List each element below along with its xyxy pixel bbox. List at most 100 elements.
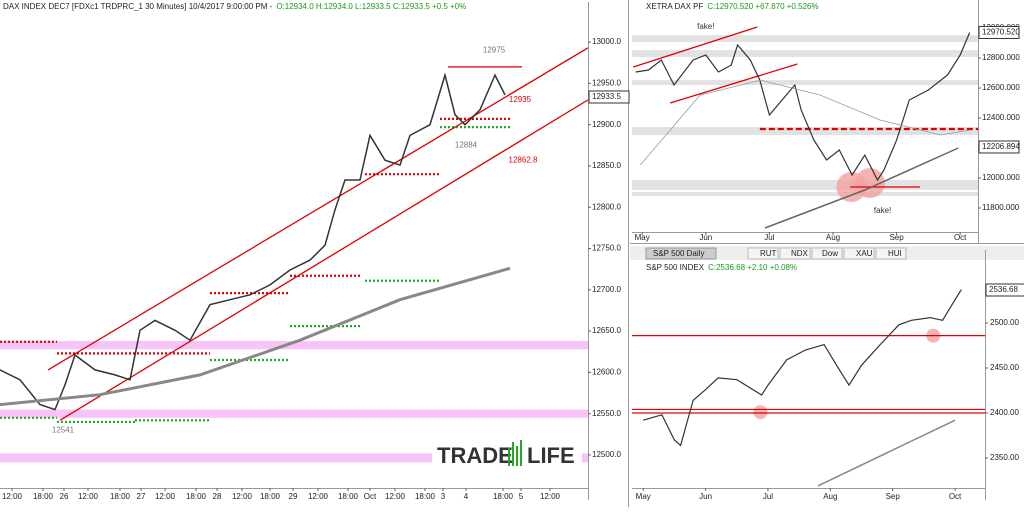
y-tick-label: 12000.000 [982, 173, 1020, 182]
annotation: 12935 [509, 95, 532, 104]
logo-bg [432, 438, 582, 472]
y-tick-label: 12600.0 [592, 367, 621, 376]
tab[interactable] [843, 247, 875, 260]
chart-subtitle: O:12934.0 H:12934.0 L:12933.5 C:12933.5 … [276, 2, 466, 11]
x-tick-label: Aug [823, 492, 837, 501]
annotation: 12862.8 [509, 155, 538, 164]
x-tick-label: 18:00 [186, 492, 207, 501]
y-tick-label: 12700.0 [592, 285, 621, 294]
price-tag-label: 12970.520 [982, 28, 1020, 37]
tab[interactable] [875, 247, 907, 260]
chart-title: XETRA DAX PF [646, 2, 703, 11]
x-tick-label: Oct [954, 233, 967, 242]
x-tick-label: Oct [364, 492, 377, 501]
x-tick-label: 18:00 [415, 492, 436, 501]
annotation: 12975 [483, 45, 506, 54]
logo-icon [516, 446, 518, 466]
x-tick-label: 12:00 [540, 492, 561, 501]
x-tick-label: Sep [886, 492, 901, 501]
price-line [764, 147, 959, 229]
band [632, 50, 978, 57]
x-tick-label: 12:00 [385, 492, 406, 501]
chart-title: DAX INDEX DEC7 [FDXc1 TRDPRC_1 30 Minute… [3, 2, 273, 11]
price-line [635, 32, 971, 182]
y-tick-label: 12750.0 [592, 244, 621, 253]
x-tick-label: 26 [60, 492, 69, 501]
price-tag-label: 12933.5 [592, 92, 621, 101]
price-tag-label: 2536.68 [989, 285, 1018, 294]
y-tick-label: 2350.00 [990, 453, 1019, 462]
x-tick-label: Jun [699, 492, 712, 501]
x-tick-label: Jul [763, 492, 773, 501]
y-tick-label: 12600.000 [982, 83, 1020, 92]
x-tick-label: 12:00 [2, 492, 23, 501]
x-tick-label: May [635, 233, 650, 242]
x-tick-label: 12:00 [155, 492, 176, 501]
y-tick-label: 2450.00 [990, 363, 1019, 372]
y-tick-label: 13000.0 [592, 37, 621, 46]
x-tick-label: 12:00 [308, 492, 329, 501]
logo-text: TRADE [437, 443, 513, 468]
logo-icon [508, 448, 510, 466]
x-tick-label: 29 [289, 492, 298, 501]
chart-subtitle: C:2536.68 +2.10 +0.08% [708, 263, 797, 272]
plot: 12975 12935 12862.8 12884 12541 [0, 45, 588, 463]
y-tick-label: 12550.0 [592, 409, 621, 418]
tab-label[interactable]: NDX [791, 249, 809, 258]
price-line [643, 289, 962, 447]
tab[interactable] [645, 247, 717, 260]
tab-label[interactable]: S&P 500 Daily [653, 249, 704, 258]
price-line [639, 79, 971, 166]
trendline [633, 26, 758, 68]
price-line [0, 72, 506, 411]
y-tick-label: 2500.00 [990, 318, 1019, 327]
tab[interactable] [779, 247, 811, 260]
band [0, 453, 588, 463]
band [632, 35, 978, 42]
y-tick-label: 12500.0 [592, 450, 621, 459]
price-line [817, 419, 956, 487]
y-tick-label: 12400.000 [982, 113, 1020, 122]
price-tag [978, 140, 1020, 154]
logo: TRADE LIFE [432, 438, 582, 472]
tab-label[interactable]: XAU [856, 249, 873, 258]
x-tick-label: 12:00 [78, 492, 99, 501]
price-tag [985, 283, 1024, 297]
x-tick-label: 5 [519, 492, 524, 501]
y-tick-label: 12800.0 [592, 202, 621, 211]
tab-label[interactable]: HUI [888, 249, 902, 258]
y-tick-label: 12850.0 [592, 161, 621, 170]
x-tick-label: 3 [441, 492, 446, 501]
x-tick-label: 18:00 [493, 492, 514, 501]
tab[interactable] [747, 247, 779, 260]
x-tick-label: 18:00 [110, 492, 131, 501]
x-tick-label: 18:00 [260, 492, 281, 501]
x-tick-label: 18:00 [33, 492, 54, 501]
annotation: fake! [874, 206, 891, 215]
x-tick-label: 18:00 [338, 492, 359, 501]
x-tick-label: 28 [213, 492, 222, 501]
annotation: fake! [697, 22, 714, 31]
tab-label[interactable]: Dow [822, 249, 838, 258]
y-tick-label: 12900.0 [592, 120, 621, 129]
trendline [669, 63, 798, 104]
tab[interactable] [811, 247, 843, 260]
marker [753, 405, 768, 420]
x-tick-label: Jul [764, 233, 774, 242]
y-tick-label: 12800.000 [982, 53, 1020, 62]
chart-subtitle: C:12970.520 +67.870 +0.526% [707, 2, 818, 11]
x-tick-label: Jun [699, 233, 712, 242]
band [632, 191, 978, 197]
price-line [0, 266, 511, 407]
tab-label[interactable]: RUT [760, 249, 777, 258]
annotation: 12884 [455, 140, 478, 149]
y-tick-label: 12650.0 [592, 326, 621, 335]
band [632, 127, 978, 135]
logo-text: LIFE [527, 443, 575, 468]
y-tick-label: 2400.00 [990, 408, 1019, 417]
band [632, 80, 978, 86]
x-tick-label: 12:00 [232, 492, 253, 501]
y-tick-label: 12950.0 [592, 78, 621, 87]
band [632, 179, 978, 191]
